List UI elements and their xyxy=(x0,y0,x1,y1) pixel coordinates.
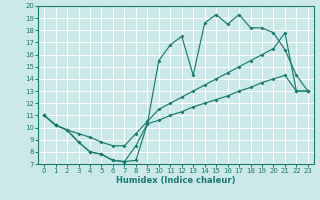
X-axis label: Humidex (Indice chaleur): Humidex (Indice chaleur) xyxy=(116,176,236,185)
